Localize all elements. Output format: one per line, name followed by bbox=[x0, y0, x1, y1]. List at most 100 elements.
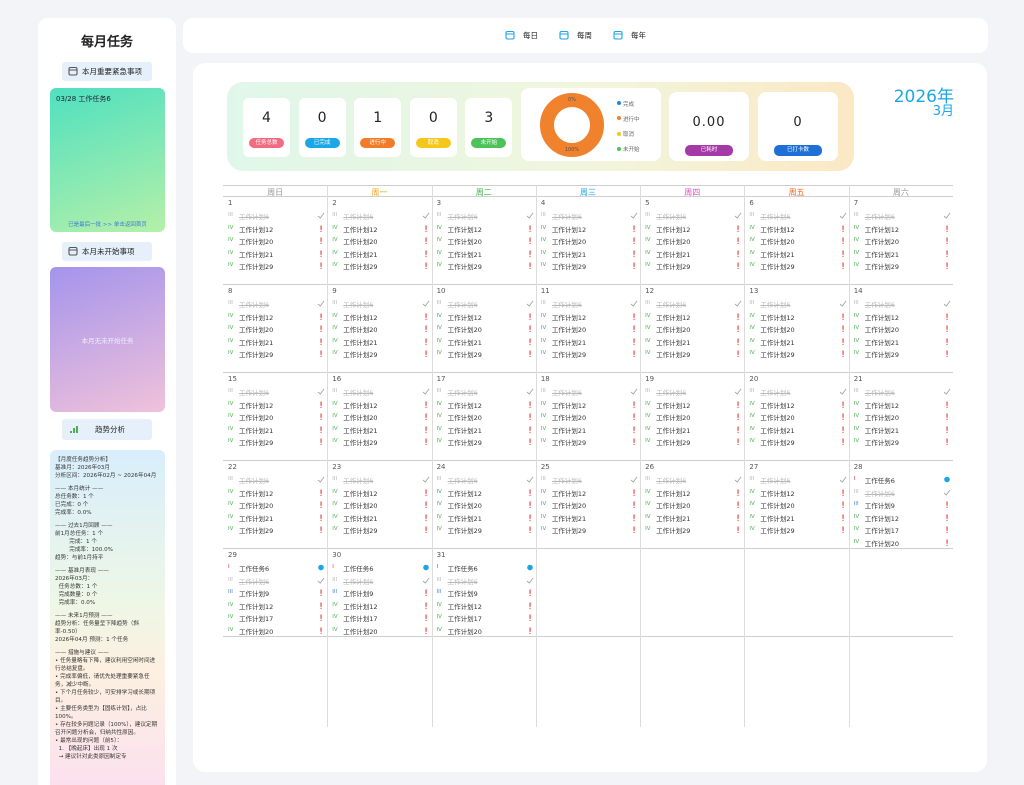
task-item[interactable]: IV 工作计划20 bbox=[327, 411, 431, 422]
task-item[interactable]: III 工作计划6 bbox=[223, 474, 327, 485]
task-item[interactable]: IV 工作计划29 bbox=[327, 260, 431, 271]
task-item[interactable]: IV 工作计划12 bbox=[536, 399, 640, 410]
day-cell[interactable]: 30 I 工作任务6 III 工作计划6 III 工作计划9 IV 工作计划12 IV 工作计划17… bbox=[327, 548, 431, 636]
task-item[interactable]: IV 工作计划20 bbox=[536, 499, 640, 510]
task-item[interactable]: IV 工作计划20 bbox=[536, 235, 640, 246]
task-item[interactable]: III 工作计划6 bbox=[327, 298, 431, 309]
task-item[interactable]: IV 工作计划17 bbox=[223, 612, 327, 623]
task-item[interactable]: IV 工作计划12 bbox=[432, 600, 536, 611]
task-item[interactable]: III 工作计划6 bbox=[327, 386, 431, 397]
task-item[interactable]: IV 工作计划12 bbox=[744, 487, 848, 498]
task-item[interactable]: IV 工作计划20 bbox=[223, 235, 327, 246]
day-cell[interactable]: 17 III 工作计划6 IV 工作计划12 IV 工作计划20 IV 工作计划21 IV 工作计划… bbox=[432, 372, 536, 460]
task-item[interactable]: IV 工作计划21 bbox=[536, 248, 640, 259]
task-item[interactable]: IV 工作计划29 bbox=[849, 436, 953, 447]
urgent-button[interactable]: 本月重要紧急事项 bbox=[62, 62, 152, 81]
task-item[interactable]: IV 工作计划12 bbox=[536, 311, 640, 322]
task-item[interactable]: IV 工作计划12 bbox=[640, 223, 744, 234]
task-item[interactable]: IV 工作计划29 bbox=[432, 436, 536, 447]
task-item[interactable]: IV 工作计划12 bbox=[640, 311, 744, 322]
day-cell[interactable]: 13 III 工作计划6 IV 工作计划12 IV 工作计划20 IV 工作计划21 IV 工作计划… bbox=[744, 284, 848, 372]
task-item[interactable]: IV 工作计划20 bbox=[223, 411, 327, 422]
task-item[interactable]: IV 工作计划29 bbox=[640, 524, 744, 535]
task-item[interactable]: IV 工作计划21 bbox=[432, 248, 536, 259]
task-item[interactable]: IV 工作计划20 bbox=[640, 411, 744, 422]
task-item[interactable]: IV 工作计划20 bbox=[640, 499, 744, 510]
day-cell[interactable]: 26 III 工作计划6 IV 工作计划12 IV 工作计划20 IV 工作计划21 IV 工作计划… bbox=[640, 460, 744, 548]
task-item[interactable]: IV 工作计划29 bbox=[327, 436, 431, 447]
task-item[interactable]: III 工作计划9 bbox=[432, 587, 536, 598]
tab[interactable]: 每年 bbox=[613, 29, 663, 41]
task-item[interactable]: IV 工作计划29 bbox=[432, 260, 536, 271]
day-cell[interactable]: 24 III 工作计划6 IV 工作计划12 IV 工作计划20 IV 工作计划21 IV 工作计划… bbox=[432, 460, 536, 548]
task-item[interactable]: IV 工作计划29 bbox=[744, 524, 848, 535]
day-cell[interactable]: 15 III 工作计划6 IV 工作计划12 IV 工作计划20 IV 工作计划21 IV 工作计划… bbox=[223, 372, 327, 460]
task-item[interactable]: IV 工作计划20 bbox=[849, 411, 953, 422]
task-item[interactable]: IV 工作计划12 bbox=[327, 223, 431, 234]
day-cell[interactable]: 6 III 工作计划6 IV 工作计划12 IV 工作计划20 IV 工作计划21 IV 工作计划2… bbox=[744, 196, 848, 284]
task-item[interactable]: IV 工作计划12 bbox=[223, 399, 327, 410]
task-item[interactable]: III 工作计划6 bbox=[849, 386, 953, 397]
task-item[interactable]: IV 工作计划20 bbox=[744, 499, 848, 510]
day-cell[interactable]: 8 III 工作计划6 IV 工作计划12 IV 工作计划20 IV 工作计划21 IV 工作计划2… bbox=[223, 284, 327, 372]
task-item[interactable]: III 工作计划6 bbox=[432, 298, 536, 309]
task-item[interactable]: IV 工作计划21 bbox=[327, 424, 431, 435]
task-item[interactable]: IV 工作计划12 bbox=[744, 399, 848, 410]
urgent-footer[interactable]: 已是最后一批 >> 单击返回首页 bbox=[68, 222, 147, 228]
task-item[interactable]: IV 工作计划17 bbox=[327, 612, 431, 623]
task-item[interactable]: IV 工作计划20 bbox=[223, 499, 327, 510]
task-item[interactable]: IV 工作计划29 bbox=[849, 348, 953, 359]
task-item[interactable]: IV 工作计划12 bbox=[327, 487, 431, 498]
task-item[interactable]: IV 工作计划21 bbox=[223, 512, 327, 523]
task-item[interactable]: IV 工作计划29 bbox=[640, 436, 744, 447]
task-item[interactable]: III 工作计划9 bbox=[327, 587, 431, 598]
task-item[interactable]: IV 工作计划29 bbox=[640, 348, 744, 359]
task-item[interactable]: III 工作计划6 bbox=[432, 575, 536, 586]
task-item[interactable]: III 工作计划6 bbox=[536, 298, 640, 309]
task-item[interactable]: III 工作计划6 bbox=[849, 487, 953, 498]
task-item[interactable]: I 工作任务6 bbox=[849, 474, 953, 485]
task-item[interactable]: III 工作计划6 bbox=[536, 474, 640, 485]
task-item[interactable]: IV 工作计划29 bbox=[327, 524, 431, 535]
task-item[interactable]: IV 工作计划29 bbox=[223, 524, 327, 535]
task-item[interactable]: IV 工作计划21 bbox=[432, 424, 536, 435]
day-cell[interactable]: 21 III 工作计划6 IV 工作计划12 IV 工作计划20 IV 工作计划21 IV 工作计划… bbox=[849, 372, 953, 460]
task-item[interactable]: III 工作计划6 bbox=[640, 474, 744, 485]
task-item[interactable]: III 工作计划6 bbox=[744, 386, 848, 397]
tab[interactable]: 每周 bbox=[559, 29, 609, 41]
task-item[interactable]: IV 工作计划29 bbox=[744, 436, 848, 447]
day-cell[interactable]: 14 III 工作计划6 IV 工作计划12 IV 工作计划20 IV 工作计划21 IV 工作计划… bbox=[849, 284, 953, 372]
task-item[interactable]: III 工作计划6 bbox=[327, 575, 431, 586]
task-item[interactable]: IV 工作计划21 bbox=[432, 512, 536, 523]
task-item[interactable]: IV 工作计划12 bbox=[223, 487, 327, 498]
task-item[interactable]: IV 工作计划12 bbox=[327, 600, 431, 611]
task-item[interactable]: IV 工作计划20 bbox=[432, 499, 536, 510]
task-item[interactable]: IV 工作计划17 bbox=[432, 612, 536, 623]
day-cell[interactable]: 18 III 工作计划6 IV 工作计划12 IV 工作计划20 IV 工作计划21 IV 工作计划… bbox=[536, 372, 640, 460]
task-item[interactable]: IV 工作计划12 bbox=[640, 487, 744, 498]
task-item[interactable]: IV 工作计划21 bbox=[327, 248, 431, 259]
task-item[interactable]: IV 工作计划12 bbox=[744, 223, 848, 234]
task-item[interactable]: IV 工作计划29 bbox=[432, 348, 536, 359]
day-cell[interactable]: 5 III 工作计划6 IV 工作计划12 IV 工作计划20 IV 工作计划21 IV 工作计划2… bbox=[640, 196, 744, 284]
task-item[interactable]: IV 工作计划21 bbox=[223, 248, 327, 259]
day-cell[interactable]: 20 III 工作计划6 IV 工作计划12 IV 工作计划20 IV 工作计划21 IV 工作计划… bbox=[744, 372, 848, 460]
task-item[interactable]: IV 工作计划21 bbox=[744, 512, 848, 523]
trend-button[interactable]: 趋势分析 bbox=[62, 419, 152, 440]
task-item[interactable]: IV 工作计划12 bbox=[223, 223, 327, 234]
task-item[interactable]: IV 工作计划21 bbox=[432, 336, 536, 347]
task-item[interactable]: IV 工作计划29 bbox=[536, 524, 640, 535]
task-item[interactable]: IV 工作计划29 bbox=[327, 348, 431, 359]
task-item[interactable]: IV 工作计划20 bbox=[327, 235, 431, 246]
task-item[interactable]: IV 工作计划21 bbox=[744, 336, 848, 347]
task-item[interactable]: IV 工作计划29 bbox=[536, 260, 640, 271]
day-cell[interactable]: 22 III 工作计划6 IV 工作计划12 IV 工作计划20 IV 工作计划21 IV 工作计划… bbox=[223, 460, 327, 548]
task-item[interactable]: III 工作计划6 bbox=[432, 210, 536, 221]
task-item[interactable]: III 工作计划6 bbox=[223, 575, 327, 586]
task-item[interactable]: IV 工作计划12 bbox=[432, 487, 536, 498]
task-item[interactable]: IV 工作计划21 bbox=[223, 424, 327, 435]
task-item[interactable]: IV 工作计划12 bbox=[849, 311, 953, 322]
task-item[interactable]: IV 工作计划12 bbox=[223, 311, 327, 322]
day-cell[interactable]: 10 III 工作计划6 IV 工作计划12 IV 工作计划20 IV 工作计划21 IV 工作计划… bbox=[432, 284, 536, 372]
task-item[interactable]: III 工作计划6 bbox=[327, 210, 431, 221]
